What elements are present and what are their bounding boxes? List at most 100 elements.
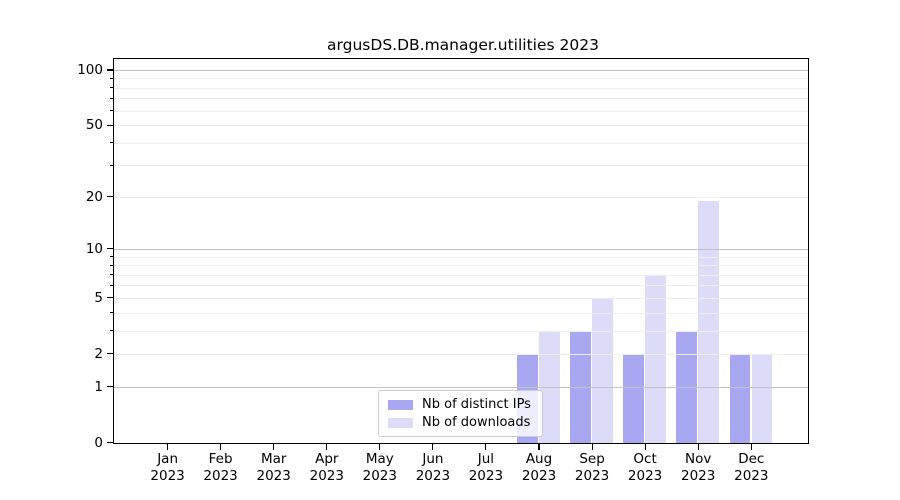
y-axis-minor-tick: [109, 196, 113, 198]
y-axis-minor-tick: [109, 142, 113, 144]
legend-swatch-icon: [388, 417, 413, 428]
gridline-minor: [114, 353, 808, 355]
y-axis-tick-label: 5: [94, 289, 103, 306]
bar-downloads-dec: [751, 354, 772, 443]
x-axis-month-text: Oct: [633, 451, 657, 467]
x-axis-tick-label: Jun 2023: [401, 451, 465, 484]
gridline-minor: [114, 78, 808, 80]
gridline-minor: [114, 274, 808, 276]
legend-item: Nb of distinct IPs: [388, 397, 533, 412]
x-axis-tick: [750, 444, 752, 450]
x-axis-tick: [432, 444, 434, 450]
gridline-minor: [114, 196, 808, 198]
x-axis-tick-label: Mar 2023: [242, 451, 306, 484]
x-axis-year-text: 2023: [309, 467, 344, 484]
x-axis-month-text: Dec: [738, 451, 765, 467]
x-axis-tick: [591, 444, 593, 450]
x-axis-month-text: Jan: [157, 451, 178, 467]
x-axis-tick: [379, 444, 381, 450]
bar-downloads-sep: [592, 298, 613, 443]
x-axis-tick: [167, 444, 169, 450]
x-axis-tick: [326, 444, 328, 450]
x-axis-month-text: Nov: [685, 451, 712, 467]
x-axis-month-text: Apr: [315, 451, 339, 467]
y-axis-tick: [107, 386, 113, 388]
legend-swatch-icon: [388, 399, 413, 410]
legend-label: Nb of downloads: [422, 415, 531, 430]
x-axis-month-text: Mar: [260, 451, 287, 467]
gridline-minor: [114, 165, 808, 167]
bar-distinct-ips-oct: [623, 354, 644, 443]
x-axis-year-text: 2023: [468, 467, 504, 484]
y-axis-tick-label: 100: [77, 62, 103, 78]
x-axis-tick-label: Jan 2023: [136, 451, 200, 484]
x-axis-tick: [220, 444, 222, 450]
gridline-minor: [114, 98, 808, 100]
bar-distinct-ips-dec: [729, 354, 750, 443]
x-axis-tick-label: Jul 2023: [454, 451, 518, 484]
y-axis-minor-tick: [109, 264, 113, 266]
y-axis-minor-tick: [109, 284, 113, 286]
legend-label: Nb of distinct IPs: [422, 397, 531, 412]
gridline-minor: [114, 125, 808, 127]
x-axis-year-text: 2023: [521, 467, 557, 484]
gridline-minor: [114, 142, 808, 144]
x-axis-month-text: Sep: [579, 451, 605, 467]
y-axis-minor-tick: [109, 353, 113, 355]
y-axis-tick: [107, 248, 113, 250]
y-axis-minor-tick: [109, 297, 113, 299]
gridline-major: [114, 248, 808, 250]
y-axis-tick: [107, 441, 113, 444]
x-axis-year-text: 2023: [574, 467, 610, 484]
x-axis-year-text: 2023: [734, 467, 769, 484]
x-axis-tick-label: Nov 2023: [666, 451, 730, 484]
y-axis-minor-tick: [109, 274, 113, 276]
x-axis-tick-label: Oct 2023: [613, 451, 677, 484]
gridline-minor: [114, 256, 808, 258]
legend: Nb of distinct IPs Nb of downloads: [378, 390, 543, 437]
x-axis-tick: [538, 444, 540, 450]
y-axis-minor-tick: [109, 97, 113, 99]
y-axis-minor-tick: [109, 312, 113, 314]
gridline-major: [114, 386, 808, 388]
y-axis-tick-label: 2: [94, 345, 103, 362]
x-axis-tick: [644, 444, 646, 450]
x-axis-tick-label: Apr 2023: [295, 451, 359, 484]
gridline-minor: [114, 265, 808, 267]
x-axis-year-text: 2023: [681, 467, 716, 484]
y-axis-minor-tick: [109, 164, 113, 166]
y-axis-tick-label: 10: [85, 240, 103, 257]
x-axis-year-text: 2023: [627, 467, 663, 484]
y-axis-minor-tick: [109, 330, 113, 332]
x-axis-month-text: May: [365, 451, 394, 467]
legend-item: Nb of downloads: [388, 415, 533, 430]
x-axis-month-text: Feb: [208, 451, 233, 467]
y-axis-minor-tick: [109, 124, 113, 126]
y-axis-minor-tick: [109, 77, 113, 79]
x-axis-tick-label: Feb 2023: [189, 451, 253, 484]
gridline-minor: [114, 285, 808, 287]
x-axis-year-text: 2023: [415, 467, 451, 484]
gridline-minor: [114, 312, 808, 314]
plot-area: [113, 58, 809, 444]
y-axis-minor-tick: [109, 256, 113, 258]
y-axis-tick: [107, 69, 113, 71]
gridline-minor: [114, 330, 808, 332]
y-axis-tick-label: 50: [85, 117, 103, 134]
x-axis-year-text: 2023: [256, 467, 291, 484]
x-axis-tick: [485, 444, 487, 450]
x-axis-year-text: 2023: [203, 467, 238, 484]
y-axis-minor-tick: [109, 110, 113, 112]
gridline-minor: [114, 297, 808, 299]
x-axis-year-text: 2023: [150, 467, 185, 484]
gridline-major: [114, 70, 808, 71]
gridline-minor: [114, 110, 808, 112]
x-axis-tick-label: Aug 2023: [507, 451, 571, 484]
x-axis-month-text: Jun: [422, 451, 444, 467]
y-axis-tick-label: 1: [94, 378, 103, 395]
x-axis-month-text: Jul: [477, 451, 495, 467]
y-axis-minor-tick: [109, 87, 113, 89]
x-axis-year-text: 2023: [362, 467, 397, 484]
gridline-minor: [114, 87, 808, 89]
